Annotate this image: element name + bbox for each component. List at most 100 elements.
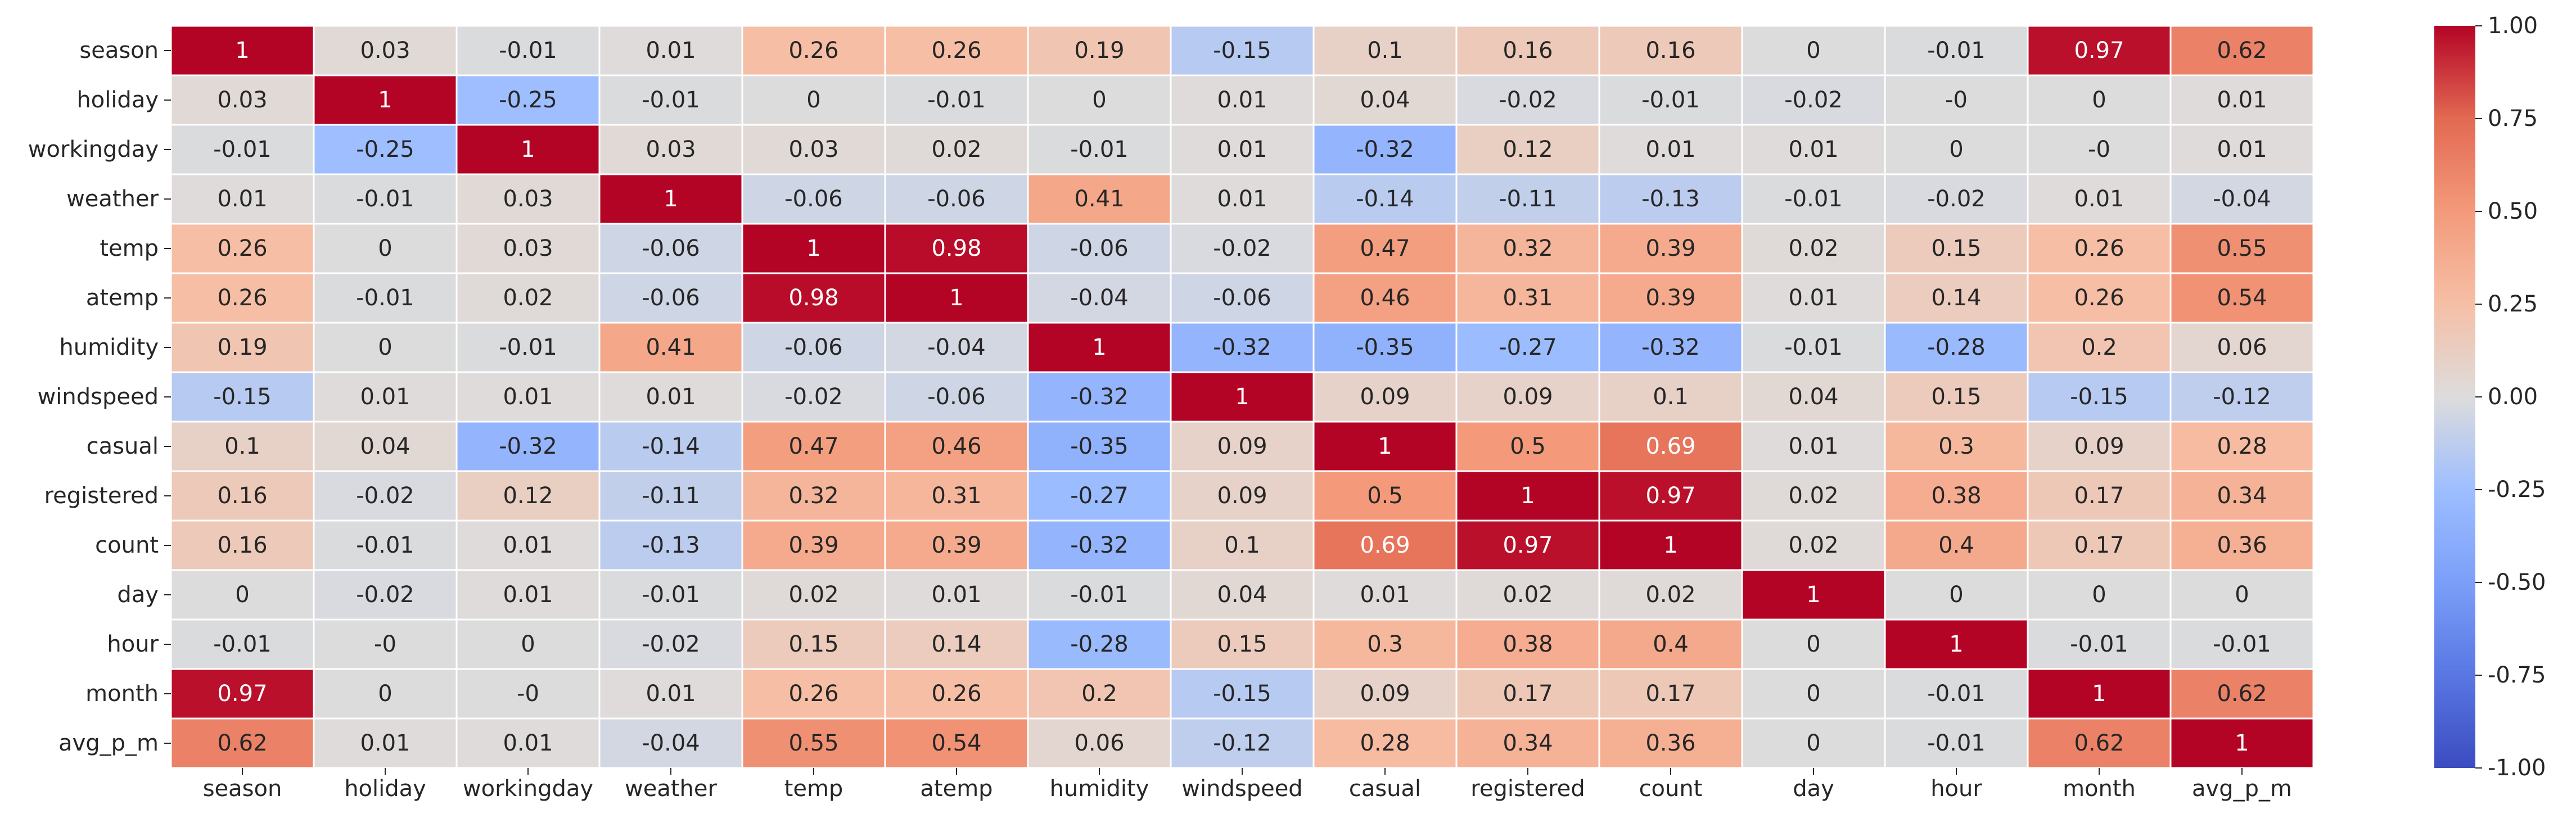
heatmap-cell — [884, 25, 1029, 76]
cell-value-label: 0.1 — [1367, 38, 1403, 64]
cell-value-label: -0.01 — [1927, 730, 1986, 756]
cell-value-label: 0.39 — [788, 532, 838, 558]
cell-value-label: 0.01 — [1788, 285, 1838, 311]
cell-value-label: 1 — [664, 186, 678, 212]
cell-value-label: 0 — [1949, 137, 1963, 162]
x-tick-label: temp — [784, 776, 843, 802]
heatmap-cell — [1170, 223, 1315, 274]
heatmap-cell — [1884, 618, 2029, 670]
heatmap-cell — [884, 272, 1029, 324]
heatmap-cell — [313, 519, 458, 571]
heatmap-cell — [170, 322, 315, 373]
heatmap-cell — [455, 569, 601, 621]
heatmap-cell — [1027, 223, 1172, 274]
cell-value-label: 0.69 — [1360, 532, 1410, 558]
heatmap-cell — [313, 173, 458, 225]
cell-value-label: 0 — [378, 335, 392, 360]
y-tick-label: weather — [66, 186, 159, 212]
heatmap-cell — [1598, 668, 1743, 720]
cell-value-label: 0.01 — [503, 730, 553, 756]
cell-value-label: -0.01 — [1070, 582, 1129, 608]
cell-value-label: 0.5 — [1367, 483, 1403, 509]
colorbar-tick-label: 0.00 — [2488, 384, 2538, 410]
heatmap-cell — [1598, 371, 1743, 423]
cell-value-label: -0.06 — [1213, 285, 1271, 311]
cell-value-label: -0.13 — [1641, 186, 1700, 212]
cell-value-label: 0.98 — [788, 285, 838, 311]
colorbar-tick-label: 0.75 — [2488, 106, 2538, 132]
cell-value-label: 0.5 — [1510, 433, 1546, 459]
cell-value-label: 0.15 — [1931, 384, 1981, 410]
heatmap-cell — [2027, 223, 2172, 274]
y-tick-label: casual — [87, 433, 159, 459]
cell-value-label: -0.01 — [356, 285, 414, 311]
heatmap-cell — [1027, 421, 1172, 472]
x-axis-labels: season holiday workingday weather temp atemp h… — [203, 768, 2292, 802]
heatmap-cell — [884, 74, 1029, 126]
cell-value-label: 0.01 — [2217, 137, 2267, 162]
heatmap-cell — [2027, 272, 2172, 324]
heatmap-cell — [455, 371, 601, 423]
heatmap-cell — [1741, 272, 1886, 324]
cell-value-label: -0.01 — [2213, 631, 2271, 657]
heatmap-cell — [2169, 470, 2315, 522]
heatmap-cell — [2027, 25, 2172, 76]
cell-value-label: 0.32 — [1503, 236, 1553, 261]
cell-value-label: 0 — [1806, 38, 1820, 64]
cell-value-label: 0 — [1949, 582, 1963, 608]
cell-value-label: -0.01 — [1927, 681, 1986, 707]
cell-value-label: 0.17 — [2074, 532, 2124, 558]
heatmap-cell — [1598, 618, 1743, 670]
cell-value-label: -0.04 — [1070, 285, 1129, 311]
y-tick-label: avg_p_m — [58, 730, 159, 756]
cell-value-label: -0.01 — [356, 186, 414, 212]
cell-value-label: 0.01 — [1217, 186, 1267, 212]
cell-value-label: 0.16 — [1503, 38, 1553, 64]
cell-value-label: 0.62 — [2217, 681, 2267, 707]
cell-value-label: -0.32 — [1213, 335, 1271, 360]
heatmap-cell — [1741, 668, 1886, 720]
heatmap-cell — [884, 519, 1029, 571]
heatmap-cell — [2027, 371, 2172, 423]
cell-value-label: -0.14 — [1356, 186, 1414, 212]
cell-value-label: 0.97 — [1503, 532, 1553, 558]
heatmap-cell — [170, 124, 315, 175]
cell-value-label: -0.01 — [1641, 87, 1700, 113]
cell-value-label: 0.02 — [503, 285, 553, 311]
heatmap-cell — [1312, 173, 1458, 225]
heatmap-cell — [1884, 668, 2029, 720]
cell-value-label: 0.69 — [1645, 433, 1695, 459]
x-tick-label: windspeed — [1181, 776, 1302, 802]
cell-value-label: -0.02 — [1784, 87, 1843, 113]
heatmap-cell — [598, 74, 743, 126]
heatmap-cell — [2169, 371, 2315, 423]
cell-value-label: -0.35 — [1356, 335, 1414, 360]
heatmap-cell — [884, 322, 1029, 373]
cell-value-label: 1 — [1235, 384, 1249, 410]
cell-value-label: 0.16 — [217, 483, 267, 509]
cell-value-label: 0.26 — [788, 38, 838, 64]
cell-value-label: 0.38 — [1931, 483, 1981, 509]
cell-value-label: 0.01 — [1645, 137, 1695, 162]
cell-value-label: 0.26 — [931, 681, 981, 707]
cell-value-label: 0.26 — [2074, 285, 2124, 311]
cell-value-label: 0.28 — [2217, 433, 2267, 459]
cell-value-label: 0.09 — [2074, 433, 2124, 459]
cell-value-label: 0.26 — [217, 236, 267, 261]
heatmap-cell — [455, 173, 601, 225]
colorbar-tick-label: -1.00 — [2488, 755, 2546, 781]
heatmap-cell — [1455, 470, 1600, 522]
heatmap-cell — [1884, 272, 2029, 324]
cell-value-label: 0.01 — [646, 38, 696, 64]
y-tick-label: workingday — [28, 137, 159, 162]
heatmap-cell — [2169, 322, 2315, 373]
heatmap-cell — [2169, 272, 2315, 324]
heatmap-cell — [1170, 421, 1315, 472]
cell-value-label: 0.41 — [646, 335, 696, 360]
cell-value-label: -0.04 — [927, 335, 986, 360]
cell-value-label: -0.01 — [927, 87, 986, 113]
cell-value-label: -0 — [374, 631, 396, 657]
cell-value-label: 0 — [521, 631, 535, 657]
cell-value-label: 0 — [2092, 87, 2106, 113]
cell-value-label: 0.01 — [1217, 87, 1267, 113]
